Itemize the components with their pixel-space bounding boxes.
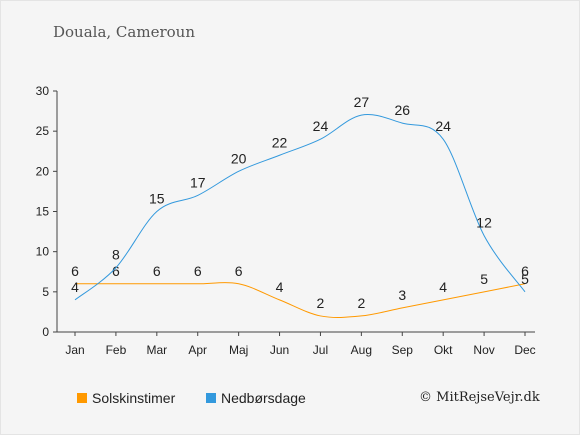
data-label-0: 4 — [276, 279, 284, 295]
data-label-1: 22 — [272, 134, 288, 150]
data-label-1: 20 — [231, 150, 247, 166]
x-tick-label: Feb — [106, 343, 127, 357]
data-label-0: 2 — [357, 295, 365, 311]
x-tick-label: Mar — [146, 343, 167, 357]
y-tick-label: 20 — [36, 164, 50, 178]
data-label-0: 6 — [194, 263, 202, 279]
y-tick-label: 10 — [36, 245, 50, 259]
x-tick-label: Apr — [188, 343, 207, 357]
y-tick-label: 25 — [36, 124, 50, 138]
series-line-0 — [74, 282, 526, 318]
x-tick-label: Nov — [473, 343, 494, 357]
y-tick-label: 15 — [36, 205, 50, 219]
y-tick-label: 0 — [42, 325, 49, 339]
credit-text: © MitRejseVejr.dk — [419, 390, 540, 405]
y-tick-label: 30 — [36, 84, 50, 98]
data-label-0: 6 — [153, 263, 161, 279]
data-label-1: 24 — [435, 118, 451, 134]
x-tick-label: Dec — [514, 343, 535, 357]
data-label-0: 5 — [480, 271, 488, 287]
data-label-1: 4 — [71, 279, 79, 295]
legend-item-sunshine: Solskinstimer — [77, 390, 175, 406]
data-label-1: 15 — [149, 191, 165, 207]
data-label-1: 8 — [112, 247, 120, 263]
x-tick-label: Sep — [392, 343, 414, 357]
y-tick-label: 5 — [42, 285, 49, 299]
data-label-0: 6 — [235, 263, 243, 279]
data-label-1: 12 — [476, 215, 492, 231]
data-label-1: 27 — [354, 94, 370, 110]
legend-label-rain-days: Nedbørsdage — [221, 390, 306, 406]
x-tick-label: Jun — [270, 343, 289, 357]
data-label-1: 24 — [313, 118, 329, 134]
data-label-0: 3 — [398, 287, 406, 303]
x-tick-label: Okt — [434, 343, 453, 357]
x-tick-label: Jul — [313, 343, 328, 357]
rain-days-swatch — [206, 393, 216, 403]
data-label-1: 26 — [394, 102, 410, 118]
data-label-0: 6 — [71, 263, 79, 279]
data-label-0: 6 — [112, 263, 120, 279]
x-tick-label: Maj — [229, 343, 248, 357]
data-label-0: 6 — [521, 263, 529, 279]
sunshine-swatch — [77, 393, 87, 403]
data-label-0: 2 — [317, 295, 325, 311]
series-line-1 — [74, 114, 526, 301]
x-tick-label: Jan — [65, 343, 84, 357]
legend-item-rain-days: Nedbørsdage — [206, 390, 306, 406]
legend-label-sunshine: Solskinstimer — [92, 390, 176, 406]
data-label-0: 4 — [439, 279, 447, 295]
chart-title: Douala, Cameroun — [53, 23, 195, 41]
x-tick-label: Aug — [351, 343, 372, 357]
data-label-1: 5 — [521, 271, 529, 287]
data-label-1: 17 — [190, 174, 206, 190]
